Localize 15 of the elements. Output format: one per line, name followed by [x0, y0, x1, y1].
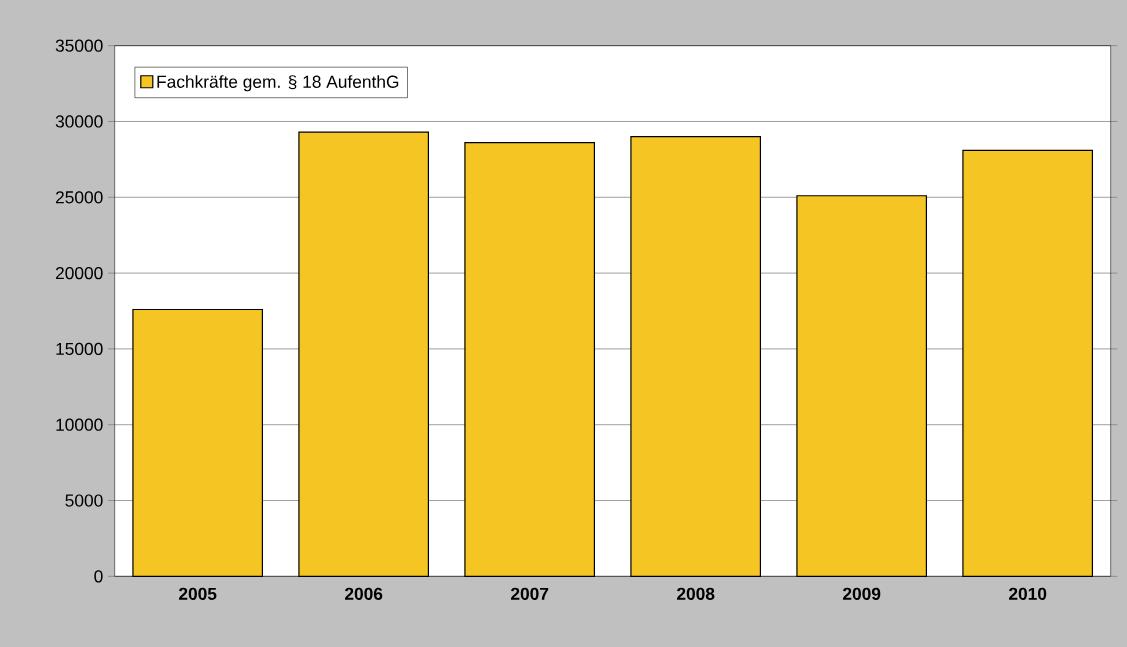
x-tick-label: 2007 — [511, 587, 549, 600]
y-tick-label: 35000 — [55, 39, 103, 52]
y-tick-label: 25000 — [55, 191, 103, 204]
y-tick-label: 0 — [94, 570, 103, 583]
legend-label: Fachkräfte gem. § 18 AufenthG — [157, 75, 399, 92]
y-tick-label: 10000 — [56, 418, 103, 431]
x-tick-label: 2006 — [345, 587, 383, 600]
x-tick-label: 2008 — [677, 587, 715, 600]
y-tick-label: 15000 — [56, 342, 103, 356]
x-tick-label: 2005 — [179, 587, 217, 600]
y-tick-label: 20000 — [55, 266, 103, 280]
x-tick-label: 2009 — [843, 587, 881, 600]
y-tick-label: 30000 — [55, 115, 103, 128]
y-tick-label: 5000 — [65, 494, 103, 507]
x-tick-label: 2010 — [1009, 587, 1047, 600]
